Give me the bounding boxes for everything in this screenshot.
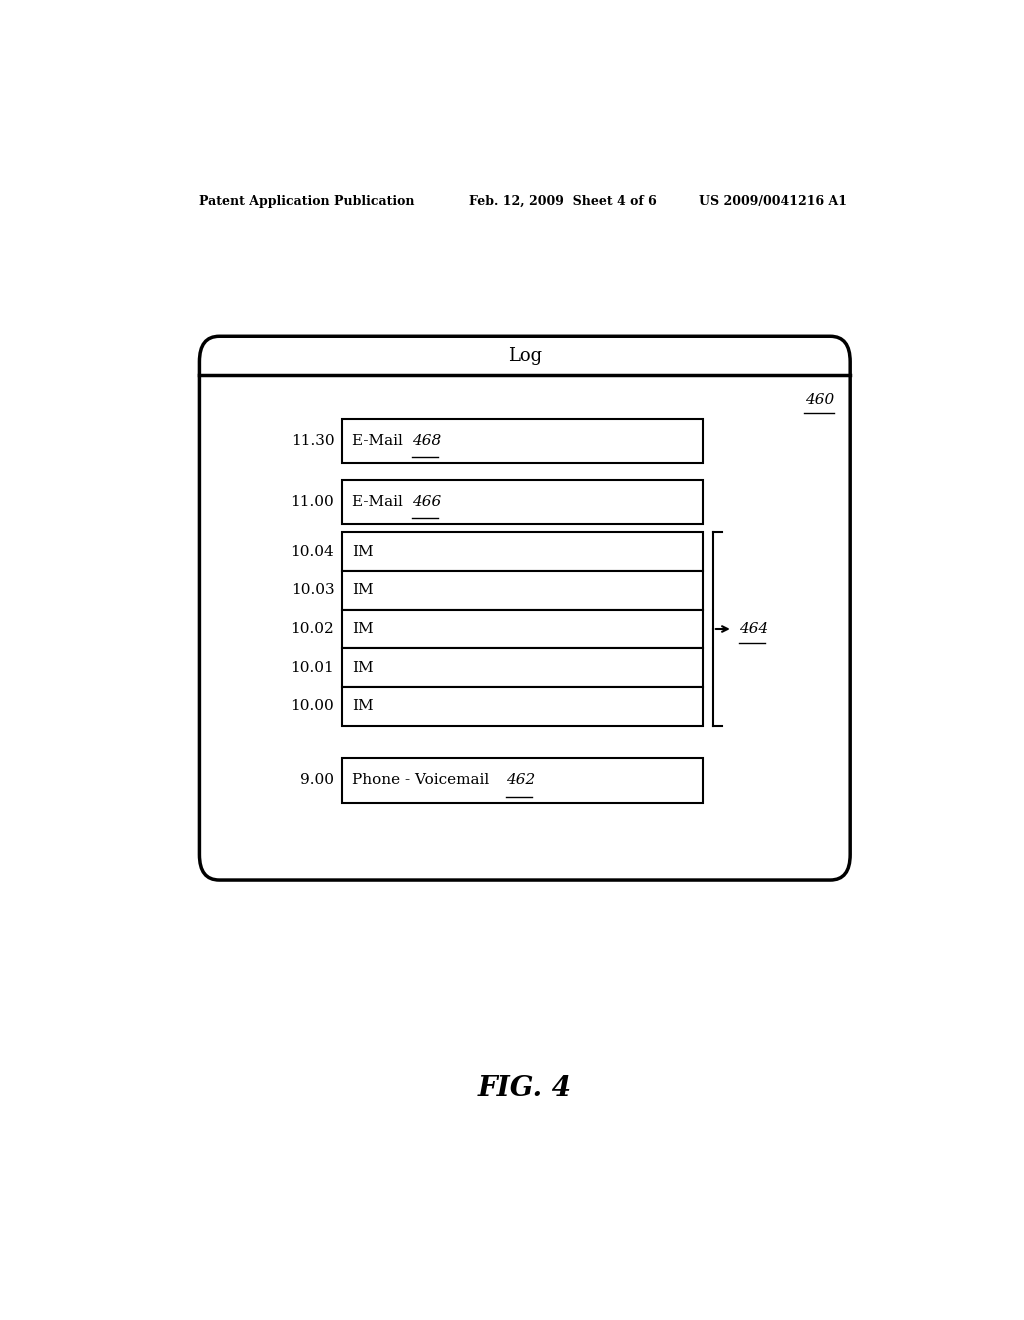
Text: 10.00: 10.00: [291, 700, 334, 713]
Text: Log: Log: [508, 347, 542, 364]
Text: IM: IM: [352, 660, 374, 675]
Bar: [342, 532, 703, 572]
Text: E-Mail: E-Mail: [352, 434, 408, 447]
Text: 11.30: 11.30: [291, 434, 334, 447]
Bar: [342, 648, 703, 686]
Text: Feb. 12, 2009  Sheet 4 of 6: Feb. 12, 2009 Sheet 4 of 6: [469, 194, 657, 207]
Text: US 2009/0041216 A1: US 2009/0041216 A1: [699, 194, 848, 207]
Bar: [342, 572, 703, 610]
Text: 462: 462: [506, 774, 536, 788]
Text: IM: IM: [352, 583, 374, 598]
Text: 9.00: 9.00: [300, 774, 334, 788]
Text: 468: 468: [412, 434, 441, 447]
Text: 11.00: 11.00: [291, 495, 334, 510]
Text: IM: IM: [352, 700, 374, 713]
Text: IM: IM: [352, 545, 374, 558]
Text: 10.04: 10.04: [291, 545, 334, 558]
Bar: [342, 610, 703, 648]
Text: 466: 466: [412, 495, 441, 510]
Bar: [342, 418, 703, 463]
Text: IM: IM: [352, 622, 374, 636]
Text: 464: 464: [739, 622, 768, 636]
Text: Phone - Voicemail: Phone - Voicemail: [352, 774, 494, 788]
Text: Patent Application Publication: Patent Application Publication: [200, 194, 415, 207]
Text: 460: 460: [805, 393, 835, 408]
Bar: [342, 758, 703, 803]
Bar: [342, 479, 703, 524]
FancyBboxPatch shape: [200, 337, 850, 880]
Text: 10.01: 10.01: [291, 660, 334, 675]
Bar: [342, 686, 703, 726]
Text: 10.02: 10.02: [291, 622, 334, 636]
Text: E-Mail: E-Mail: [352, 495, 408, 510]
Text: 10.03: 10.03: [291, 583, 334, 598]
Text: FIG. 4: FIG. 4: [478, 1074, 571, 1102]
